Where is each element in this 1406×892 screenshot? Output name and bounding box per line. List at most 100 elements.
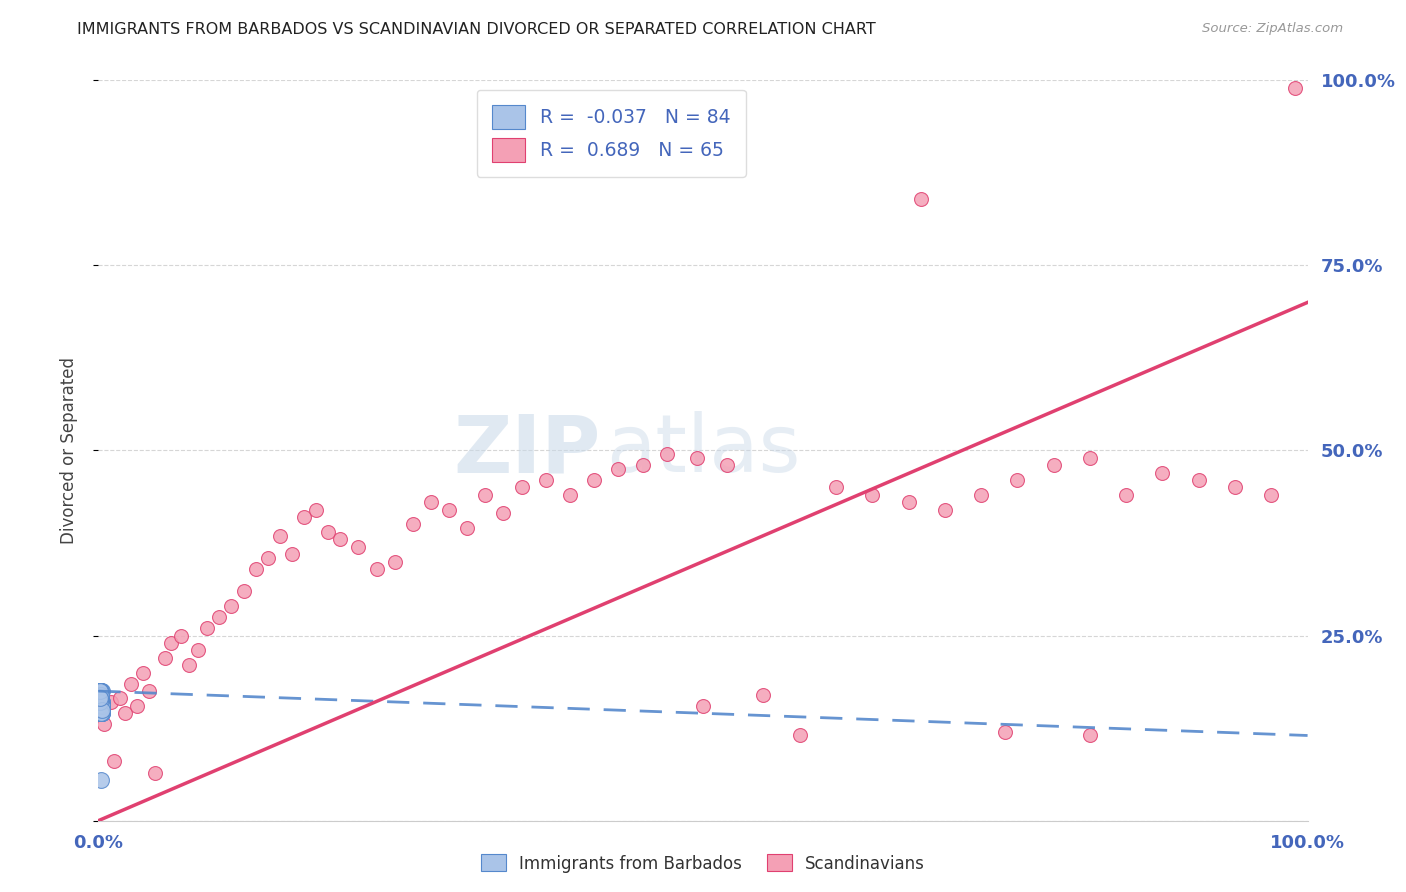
Point [108,691,131,706]
Text: ZIP: ZIP [453,411,600,490]
Point [910,192,932,206]
Point [89,688,111,702]
Point [143,765,166,780]
Point [89,691,111,706]
Point [103,755,125,769]
Point [607,462,630,476]
Point [90,695,112,709]
Point [583,473,606,487]
Text: Source: ZipAtlas.com: Source: ZipAtlas.com [1202,22,1343,36]
Point [89,684,111,698]
Point [860,488,883,502]
Point [384,555,406,569]
Point [91,706,114,721]
Point [1260,488,1282,502]
Point [90,703,112,717]
Point [256,550,278,565]
Point [402,517,425,532]
Point [292,510,315,524]
Point [347,540,370,554]
Point [89,698,111,713]
Point [89,688,111,702]
Text: atlas: atlas [606,411,800,490]
Point [90,691,112,706]
Point [221,599,243,613]
Point [91,698,114,713]
Point [90,698,112,713]
Point [1078,729,1101,743]
Point [686,450,709,465]
Point [89,688,111,702]
Point [89,698,111,713]
Point [366,562,388,576]
Point [153,650,176,665]
Point [89,688,111,702]
Point [91,684,114,698]
Point [89,684,111,698]
Point [316,524,339,539]
Point [89,698,111,713]
Point [89,688,111,702]
Point [897,495,920,509]
Point [90,706,112,721]
Point [91,698,114,713]
Point [1078,450,1101,465]
Point [1042,458,1064,473]
Point [1223,480,1246,494]
Point [89,691,111,706]
Point [789,729,811,743]
Point [89,684,111,698]
Point [91,695,114,709]
Point [91,703,114,717]
Point [510,480,533,494]
Point [89,698,111,713]
Point [89,684,111,698]
Point [90,703,112,717]
Point [456,521,478,535]
Point [179,658,201,673]
Point [89,684,111,698]
Point [91,698,114,713]
Point [1188,473,1211,487]
Point [1284,80,1306,95]
Point [245,562,267,576]
Y-axis label: Divorced or Separated: Divorced or Separated [59,357,77,544]
Point [89,695,111,709]
Point [89,698,111,713]
Point [187,643,209,657]
Point [90,684,112,698]
Point [90,703,112,717]
Point [716,458,738,473]
Point [474,488,496,502]
Point [91,698,114,713]
Point [169,628,191,642]
Point [89,691,111,706]
Point [1115,488,1137,502]
Point [1152,466,1174,480]
Point [89,688,111,702]
Point [89,691,111,706]
Point [89,684,111,698]
Point [269,528,291,542]
Point [90,706,112,721]
Point [90,695,112,709]
Point [90,695,112,709]
Point [89,695,111,709]
Legend: Immigrants from Barbados, Scandinavians: Immigrants from Barbados, Scandinavians [474,847,932,880]
Point [114,706,136,721]
Point [281,547,304,561]
Point [127,698,149,713]
Point [825,480,848,494]
Point [934,502,956,516]
Point [232,584,254,599]
Point [89,684,111,698]
Point [692,698,714,713]
Point [89,703,111,717]
Point [208,610,231,624]
Point [91,695,114,709]
Point [89,695,111,709]
Point [90,706,112,721]
Point [91,703,114,717]
Point [994,724,1017,739]
Point [91,703,114,717]
